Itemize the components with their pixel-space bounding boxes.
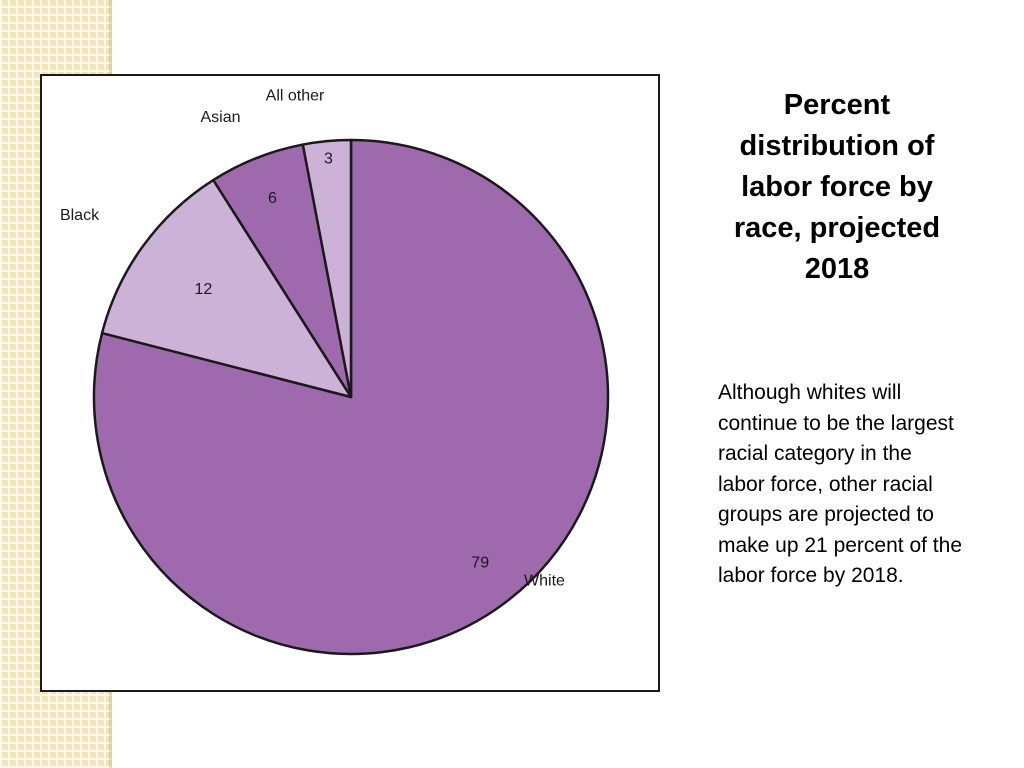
pie-chart-frame: 79 White 12 Black 6 Asian 3 All other — [40, 74, 660, 692]
pie-slice-white — [92, 138, 610, 656]
pie-chart: 79 White 12 Black 6 Asian 3 All other — [60, 88, 610, 656]
value-label-all-other: 3 — [324, 150, 333, 167]
value-label-asian: 6 — [268, 190, 277, 207]
slice-label-black: Black — [60, 207, 100, 224]
pie-slice-all-other — [301, 138, 353, 399]
value-label-white: 79 — [471, 555, 489, 572]
value-label-black: 12 — [195, 281, 213, 298]
slice-label-asian: Asian — [200, 109, 240, 126]
pie-slice-black — [100, 178, 353, 399]
slice-label-white: White — [524, 573, 565, 590]
slide-title: Percent distribution of labor force by r… — [733, 89, 941, 285]
slide-body-text: Although whites will continue to be the … — [718, 381, 962, 587]
slice-label-all-other: All other — [266, 88, 325, 105]
